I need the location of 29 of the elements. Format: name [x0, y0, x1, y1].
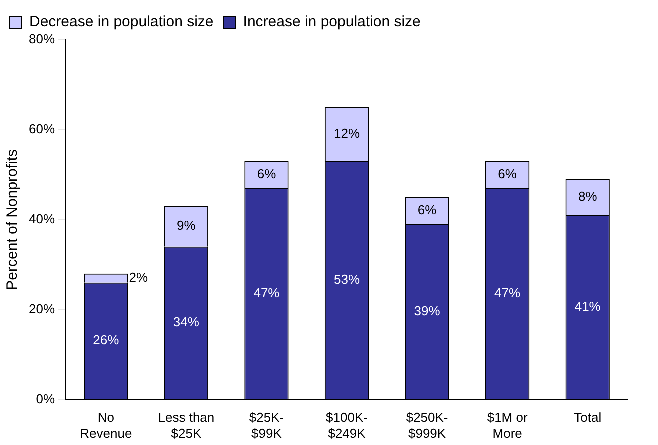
data-label: 6%: [418, 202, 438, 218]
y-tick-label: 40%: [28, 211, 56, 226]
data-label: 47%: [254, 285, 280, 300]
data-label: 53%: [334, 272, 360, 287]
y-tick-label: 0%: [36, 391, 56, 406]
data-label: 6%: [257, 166, 277, 182]
y-tick-label: 20%: [28, 301, 56, 316]
data-label: 34%: [173, 314, 200, 330]
data-label: 6%: [498, 166, 518, 182]
data-label: 47%: [494, 285, 522, 300]
x-tick-label: $25K- $99K: [249, 410, 284, 441]
data-label: 12%: [334, 126, 360, 142]
data-label: 39%: [414, 303, 441, 318]
legend-label: Increase in population size: [243, 14, 421, 31]
data-label: 8%: [578, 188, 598, 204]
legend-label: Decrease in population size: [30, 14, 214, 31]
y-tick-label: 60%: [28, 122, 56, 137]
data-label: 41%: [574, 298, 602, 314]
x-tick-label: $1M or More: [487, 410, 528, 441]
y-axis-title: Percent of Nonprofits: [4, 149, 22, 290]
x-tick-label: Total: [574, 410, 602, 426]
x-tick-label: $250K- $999K: [406, 410, 448, 441]
x-tick-label: No Revenue: [80, 410, 132, 441]
data-label: 2%: [129, 270, 148, 285]
data-label: 9%: [177, 218, 196, 234]
data-label: 26%: [93, 332, 120, 348]
x-tick-label: Less than $25K: [158, 410, 215, 441]
y-tick-label: 80%: [28, 32, 56, 47]
x-tick-label: $100K- $249K: [326, 410, 368, 441]
